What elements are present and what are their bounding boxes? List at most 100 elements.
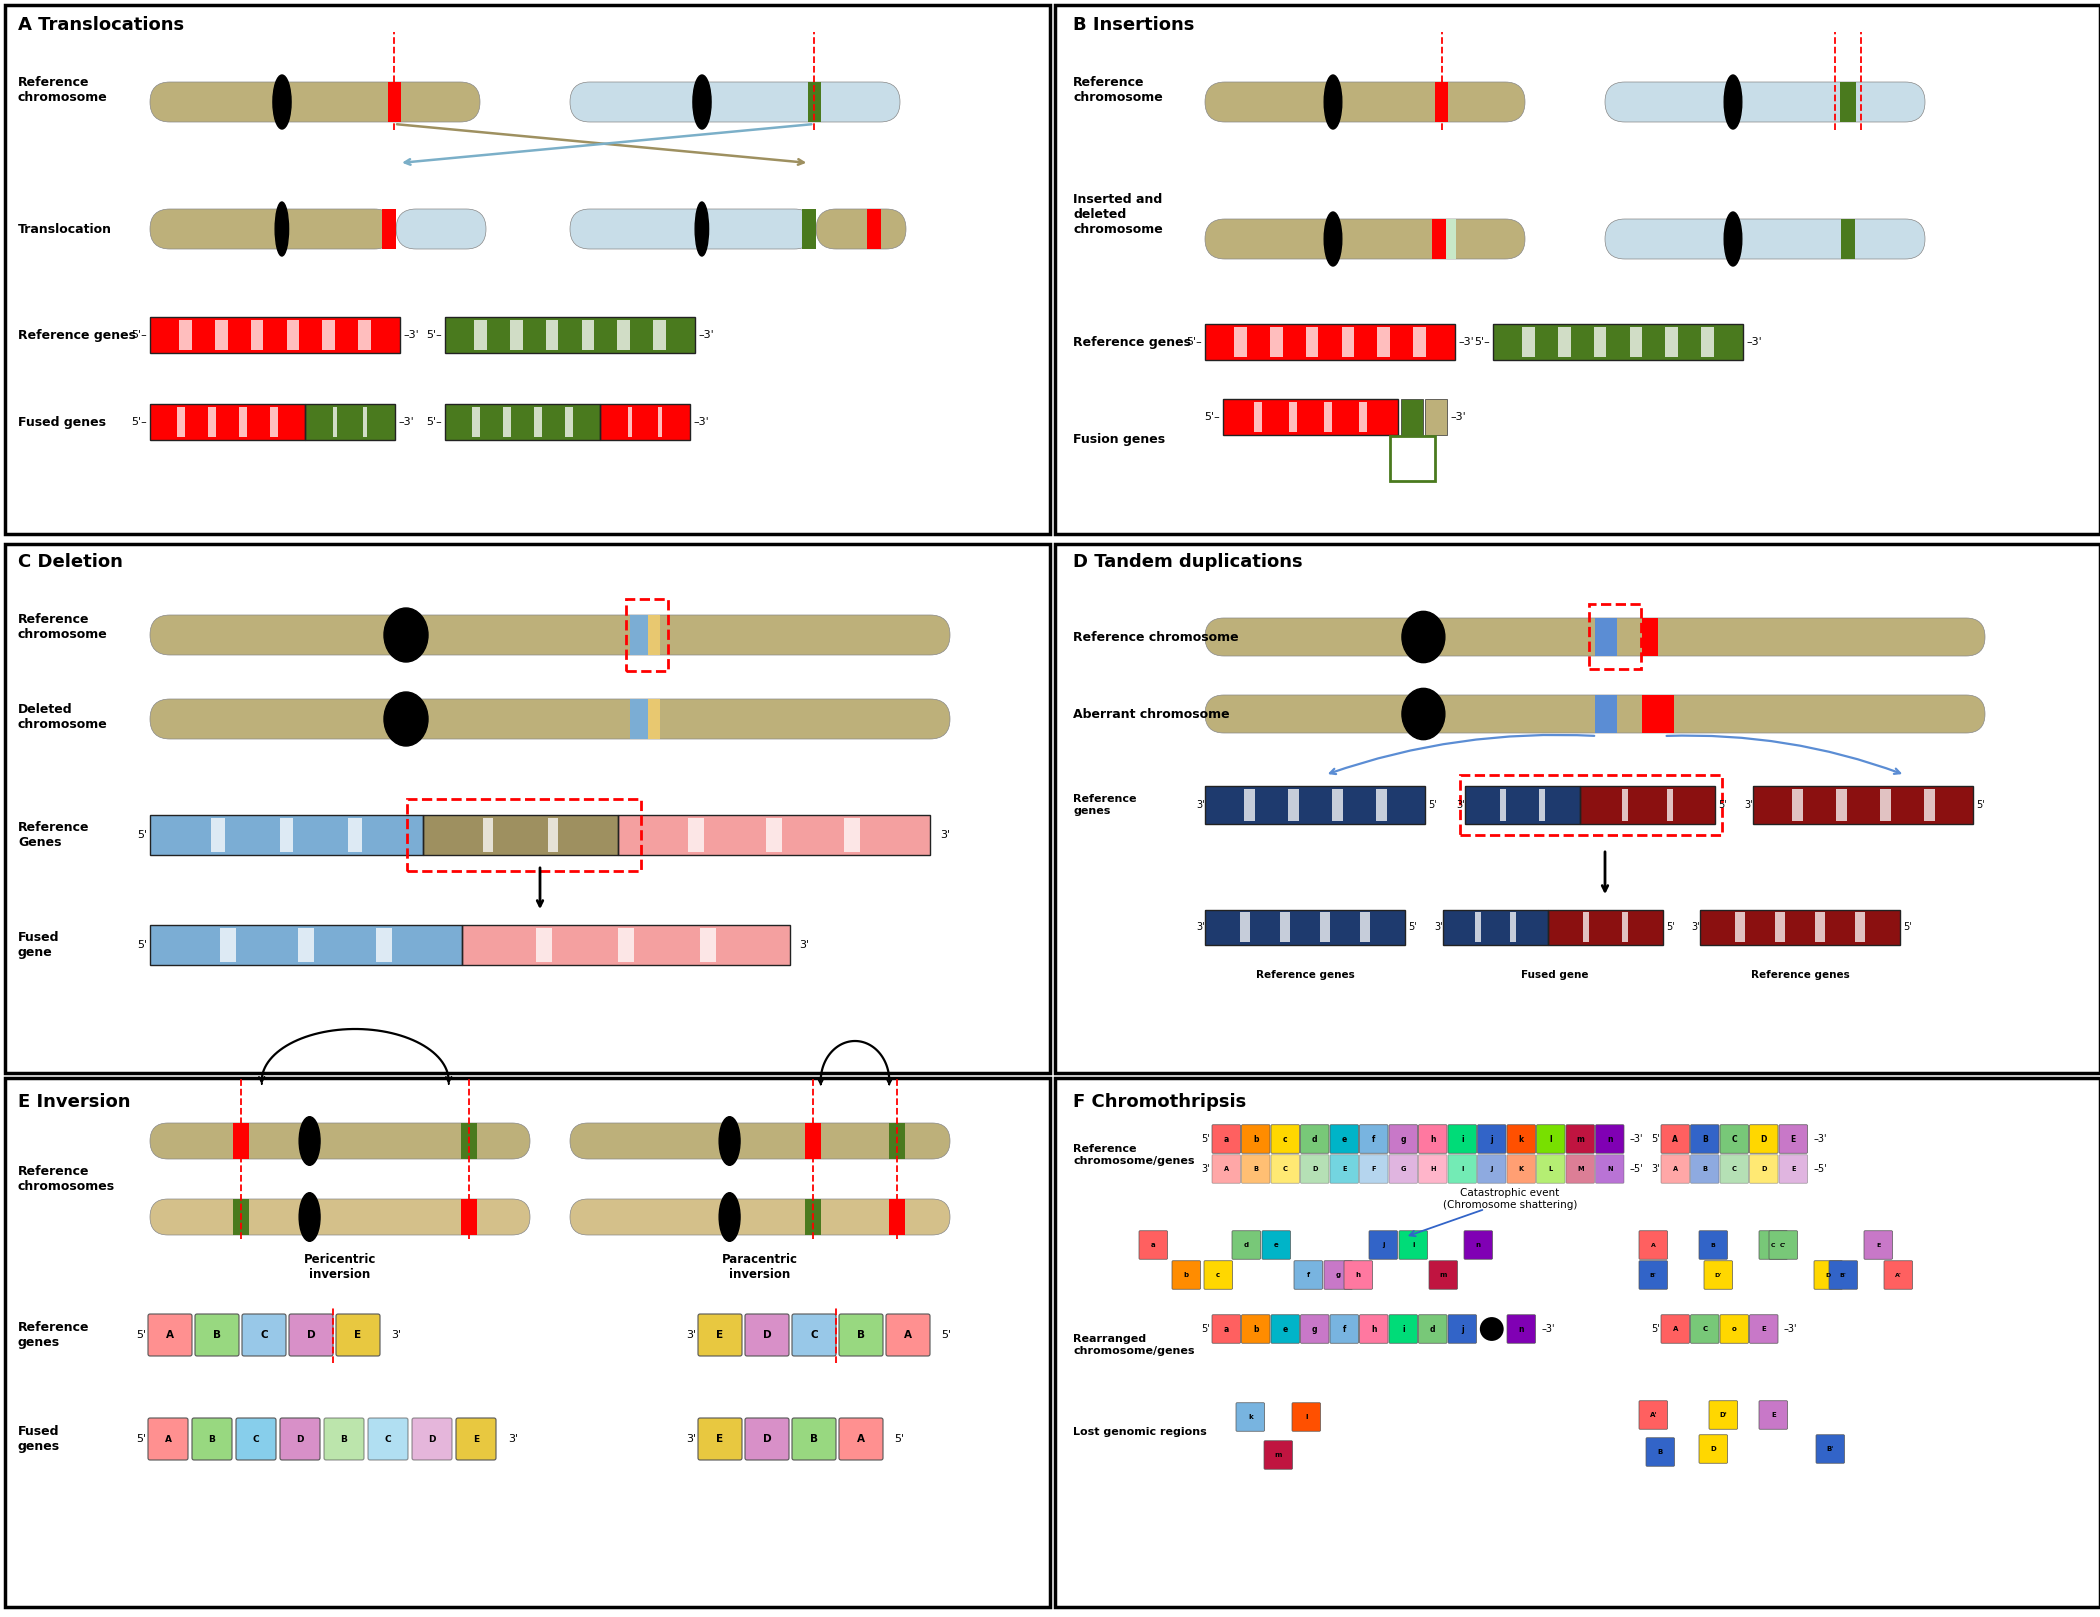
Ellipse shape: [1403, 689, 1445, 739]
Text: Rearranged
chromosome/genes: Rearranged chromosome/genes: [1073, 1334, 1195, 1355]
Text: 3': 3': [687, 1331, 695, 1340]
Bar: [649, 699, 659, 739]
Text: D: D: [307, 1331, 315, 1340]
FancyBboxPatch shape: [1329, 1155, 1359, 1184]
FancyBboxPatch shape: [397, 209, 485, 249]
Bar: [298, 928, 313, 962]
FancyBboxPatch shape: [569, 1198, 949, 1235]
FancyBboxPatch shape: [1399, 1231, 1428, 1260]
Text: Reference
Genes: Reference Genes: [19, 821, 90, 849]
Text: 3': 3': [1197, 800, 1205, 810]
Bar: [565, 407, 573, 437]
Bar: [1642, 618, 1657, 657]
Bar: [279, 818, 294, 852]
Text: A: A: [1672, 1135, 1678, 1143]
FancyBboxPatch shape: [1720, 1315, 1749, 1344]
FancyBboxPatch shape: [1418, 1155, 1447, 1184]
Bar: [888, 1198, 905, 1235]
Bar: [1701, 909, 1900, 944]
FancyBboxPatch shape: [195, 1315, 239, 1357]
Text: 5': 5': [136, 830, 147, 839]
Text: Reference
chromosome: Reference chromosome: [1073, 76, 1163, 103]
Text: k: k: [1247, 1413, 1252, 1420]
Bar: [601, 404, 691, 440]
Bar: [1205, 323, 1455, 361]
Text: M: M: [1577, 1166, 1583, 1172]
FancyBboxPatch shape: [1709, 1400, 1737, 1429]
FancyBboxPatch shape: [1359, 1155, 1388, 1184]
Text: B: B: [1254, 1166, 1258, 1172]
Bar: [1621, 912, 1628, 941]
Text: B: B: [340, 1434, 346, 1444]
Text: G: G: [1401, 1166, 1407, 1172]
Bar: [1289, 403, 1298, 432]
Text: 5'–: 5'–: [1203, 412, 1220, 422]
Bar: [422, 815, 617, 855]
Bar: [1774, 912, 1785, 941]
FancyBboxPatch shape: [1449, 1155, 1476, 1184]
Text: –3': –3': [403, 330, 418, 340]
FancyBboxPatch shape: [1816, 1434, 1844, 1463]
Bar: [1642, 695, 1657, 733]
Text: 3': 3': [1690, 922, 1701, 931]
Bar: [510, 320, 523, 351]
FancyBboxPatch shape: [1449, 1315, 1476, 1344]
FancyBboxPatch shape: [1205, 82, 1525, 121]
Text: 5': 5': [1903, 922, 1911, 931]
Bar: [630, 699, 649, 739]
Text: D: D: [1312, 1166, 1317, 1172]
Bar: [1924, 789, 1934, 821]
FancyBboxPatch shape: [1779, 1125, 1808, 1153]
FancyBboxPatch shape: [1768, 1231, 1798, 1260]
FancyBboxPatch shape: [1270, 1315, 1300, 1344]
Text: m: m: [1441, 1273, 1447, 1277]
Bar: [1281, 912, 1289, 941]
Text: o: o: [1732, 1326, 1737, 1332]
FancyBboxPatch shape: [1596, 1125, 1623, 1153]
Text: E: E: [1762, 1326, 1766, 1332]
Bar: [1306, 327, 1319, 357]
Ellipse shape: [693, 74, 712, 129]
FancyBboxPatch shape: [1508, 1315, 1535, 1344]
Bar: [349, 818, 361, 852]
Text: m: m: [1275, 1452, 1281, 1459]
Text: D: D: [1709, 1446, 1716, 1452]
Text: 5'–: 5'–: [130, 417, 147, 427]
FancyBboxPatch shape: [149, 82, 481, 121]
Text: D: D: [1825, 1273, 1831, 1277]
Text: D: D: [296, 1434, 304, 1444]
FancyBboxPatch shape: [1508, 1155, 1535, 1184]
FancyBboxPatch shape: [1212, 1155, 1241, 1184]
FancyBboxPatch shape: [323, 1418, 363, 1460]
Text: Reference genes: Reference genes: [1256, 970, 1354, 980]
Bar: [649, 614, 659, 655]
Bar: [220, 928, 235, 962]
Bar: [1390, 437, 1434, 480]
Text: 3': 3': [941, 830, 949, 839]
Bar: [1657, 695, 1674, 733]
Bar: [149, 925, 462, 965]
FancyBboxPatch shape: [746, 1418, 790, 1460]
Bar: [149, 815, 422, 855]
Text: d: d: [1312, 1135, 1317, 1143]
Bar: [1665, 327, 1678, 357]
Text: Translocation: Translocation: [19, 223, 111, 236]
Ellipse shape: [275, 202, 288, 255]
FancyBboxPatch shape: [235, 1418, 275, 1460]
Ellipse shape: [1403, 611, 1445, 663]
Bar: [304, 404, 395, 440]
Text: –5': –5': [1814, 1164, 1827, 1174]
Text: 5': 5': [136, 939, 147, 951]
FancyBboxPatch shape: [1428, 1261, 1457, 1289]
Bar: [1239, 912, 1250, 941]
FancyBboxPatch shape: [1344, 1261, 1373, 1289]
FancyBboxPatch shape: [1262, 1231, 1292, 1260]
Bar: [1466, 786, 1579, 825]
Text: D: D: [1762, 1166, 1766, 1172]
Bar: [1754, 786, 1974, 825]
Text: E Inversion: E Inversion: [19, 1093, 130, 1111]
Bar: [1378, 327, 1390, 357]
Bar: [271, 407, 277, 437]
Text: d: d: [1430, 1324, 1436, 1334]
Bar: [1522, 327, 1535, 357]
